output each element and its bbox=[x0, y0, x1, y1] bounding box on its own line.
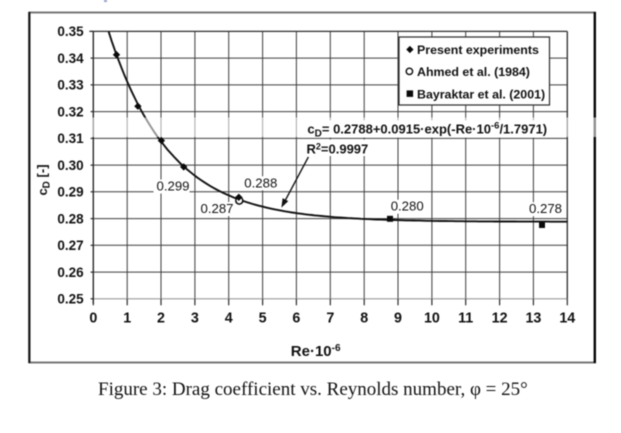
svg-text:R2=0.9997: R2=0.9997 bbox=[307, 141, 369, 156]
svg-text:0.299: 0.299 bbox=[157, 179, 190, 194]
svg-text:Ahmed et al. (1984): Ahmed et al. (1984) bbox=[417, 65, 530, 79]
svg-text:Bayraktar et al. (2001): Bayraktar et al. (2001) bbox=[417, 88, 545, 102]
svg-text:12: 12 bbox=[492, 310, 508, 326]
svg-text:0.33: 0.33 bbox=[57, 78, 84, 93]
svg-text:10: 10 bbox=[424, 310, 440, 326]
svg-text:0.280: 0.280 bbox=[391, 199, 424, 214]
svg-text:0.28: 0.28 bbox=[57, 211, 84, 226]
svg-text:8: 8 bbox=[360, 310, 368, 326]
svg-text:0.278: 0.278 bbox=[529, 201, 562, 216]
svg-text:7: 7 bbox=[326, 310, 334, 326]
svg-text:5: 5 bbox=[259, 310, 267, 326]
svg-text:0.26: 0.26 bbox=[57, 265, 84, 280]
svg-text:2: 2 bbox=[157, 310, 165, 326]
svg-text:0.288: 0.288 bbox=[244, 175, 277, 190]
svg-text:0.287: 0.287 bbox=[201, 201, 234, 216]
svg-text:0.32: 0.32 bbox=[57, 104, 83, 119]
svg-text:0.35: 0.35 bbox=[57, 24, 84, 39]
svg-text:0.29: 0.29 bbox=[57, 185, 83, 200]
svg-text:14: 14 bbox=[559, 310, 575, 326]
svg-text:0.27: 0.27 bbox=[57, 238, 83, 253]
svg-text:Figure 3: Drag coefficient vs.: Figure 3: Drag coefficient vs. Reynolds … bbox=[98, 379, 528, 400]
svg-text:cD [-]: cD [-] bbox=[35, 164, 52, 195]
svg-text:0.30: 0.30 bbox=[57, 158, 83, 173]
svg-text:0.31: 0.31 bbox=[57, 131, 84, 146]
svg-text:cD= 0.2788+0.0915·exp(-Re·10-6: cD= 0.2788+0.0915·exp(-Re·10-6/1.7971) bbox=[307, 120, 547, 139]
svg-text:0.34: 0.34 bbox=[57, 51, 84, 66]
svg-text:9: 9 bbox=[394, 310, 402, 326]
svg-text:Re·10-6: Re·10-6 bbox=[291, 343, 341, 360]
svg-text:4: 4 bbox=[225, 310, 233, 326]
svg-text:13: 13 bbox=[525, 310, 541, 326]
svg-text:0: 0 bbox=[89, 310, 97, 326]
svg-text:0.25: 0.25 bbox=[57, 292, 84, 307]
svg-text:Present experiments: Present experiments bbox=[417, 43, 539, 57]
svg-text:6: 6 bbox=[292, 310, 300, 326]
svg-text:11: 11 bbox=[458, 310, 473, 326]
svg-text:3: 3 bbox=[191, 310, 199, 326]
svg-text:1: 1 bbox=[123, 310, 131, 326]
